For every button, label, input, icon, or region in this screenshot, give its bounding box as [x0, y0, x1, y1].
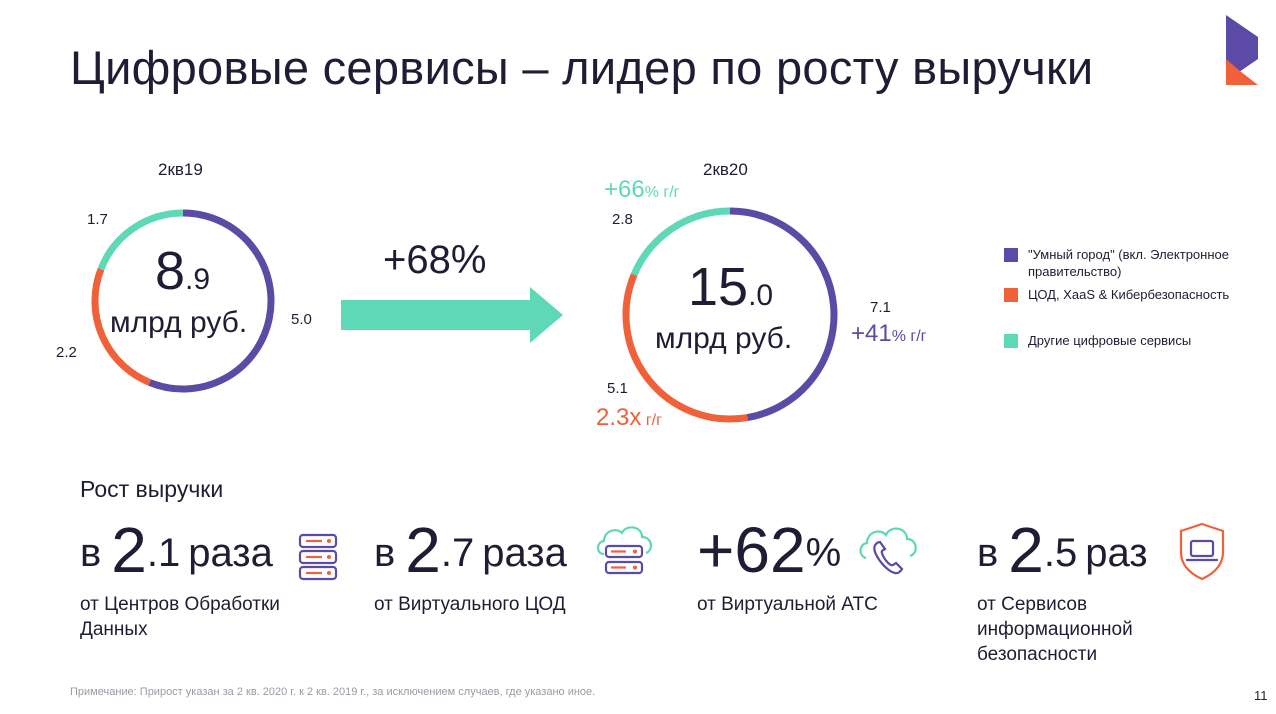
- stat-description: от Виртуальной АТС: [697, 594, 878, 615]
- stat-prefix: в: [374, 531, 396, 575]
- total-int: 15: [688, 257, 749, 317]
- server-icon: [298, 533, 338, 581]
- growth-smart-city: +41% г/г: [851, 320, 927, 348]
- legend-swatch-teal: [1004, 334, 1018, 348]
- growth-arrow-label: +68%: [383, 238, 487, 282]
- stat-decimal: %: [805, 531, 842, 575]
- legend-item-dc: ЦОД, XaaS & Кибербезопасность: [1004, 286, 1244, 303]
- donut-slice-dc: [622, 273, 748, 423]
- stat-prefix: в: [977, 531, 999, 575]
- stat-decimal: .1: [146, 531, 181, 575]
- slice-label-dc-2q20: 5.1: [607, 380, 628, 397]
- growth-smart-city-unit: % г/г: [891, 328, 927, 345]
- slice-label-smart-city-2q20: 7.1: [870, 299, 891, 316]
- growth-other-unit: % г/г: [644, 184, 680, 201]
- donut-slice-dc: [91, 267, 152, 386]
- cloud-server-icon: [596, 526, 652, 575]
- legend-label: Другие цифровые сервисы: [1028, 333, 1192, 348]
- stat-suffix: раза: [482, 531, 567, 575]
- donut-slice-smart-city: [729, 207, 838, 421]
- growth-dc-unit: г/г: [641, 412, 662, 429]
- cloud-phone-icon: [859, 527, 917, 575]
- stat-suffix: раз: [1085, 531, 1148, 575]
- legend-swatch-purple: [1004, 248, 1018, 262]
- shield-laptop-icon: [1179, 522, 1225, 581]
- legend-label: "Умный город" (вкл. Электронное правител…: [1028, 247, 1229, 279]
- footnote: Примечание: Прирост указан за 2 кв. 2020…: [70, 686, 596, 698]
- legend-item-smart-city: "Умный город" (вкл. Электронное правител…: [1004, 246, 1244, 280]
- company-logo: [1226, 15, 1258, 85]
- stat-number: 2: [111, 514, 147, 586]
- page-number: 11: [1254, 688, 1268, 703]
- growth-smart-city-value: +41: [851, 320, 892, 347]
- stat-prefix: в: [80, 531, 102, 575]
- growth-other-value: +66: [604, 176, 645, 203]
- stat-decimal: .7: [440, 531, 475, 575]
- slice-label-other-2q20: 2.8: [612, 211, 633, 228]
- unit-2q20: млрд руб.: [655, 322, 793, 355]
- stat-decimal: .5: [1043, 531, 1078, 575]
- stat-virtual-dc: в 2.7 раза от Виртуального ЦОД: [374, 518, 674, 617]
- donut-2q20: [622, 207, 838, 423]
- growth-dc: 2.3x г/г: [596, 404, 662, 432]
- donut-slice-other: [97, 209, 184, 271]
- donut-slice-other: [630, 207, 731, 277]
- period-label-2q20: 2кв20: [703, 160, 748, 179]
- slice-label-smart-city-2q19: 5.0: [291, 311, 312, 328]
- slice-label-dc-2q19: 2.2: [56, 344, 77, 361]
- total-dec: .9: [185, 263, 211, 296]
- stat-description: от Виртуального ЦОД: [374, 594, 566, 615]
- stat-virtual-pbx: +62% от Виртуальной АТС: [697, 518, 937, 617]
- legend-swatch-orange: [1004, 288, 1018, 302]
- growth-dc-value: 2.3x: [596, 404, 642, 431]
- stat-infosec: в 2.5 раз от Сервисов информационной без…: [977, 518, 1227, 667]
- total-2q20: 15.0: [688, 256, 773, 318]
- period-label-2q19: 2кв19: [158, 160, 203, 179]
- unit-2q19: млрд руб.: [110, 306, 248, 339]
- growth-other: +66% г/г: [604, 176, 680, 204]
- donut-2q19: [91, 209, 275, 393]
- legend-item-other: Другие цифровые сервисы: [1004, 332, 1244, 349]
- total-dec: .0: [748, 279, 774, 312]
- total-2q19: 8.9: [155, 240, 210, 302]
- stat-suffix: раза: [188, 531, 273, 575]
- page-title: Цифровые сервисы – лидер по росту выручк…: [70, 41, 1094, 94]
- slice-label-other-2q19: 1.7: [87, 211, 108, 228]
- legend-label: ЦОД, XaaS & Кибербезопасность: [1028, 287, 1230, 302]
- stat-number: 2: [405, 514, 441, 586]
- total-int: 8: [155, 241, 186, 301]
- growth-arrow: [341, 287, 563, 343]
- stat-number: +62: [697, 514, 806, 586]
- growth-heading: Рост выручки: [80, 476, 224, 502]
- stat-description: от Центров Обработки Данных: [80, 594, 280, 640]
- stat-description: от Сервисов информационной безопасности: [977, 594, 1133, 665]
- stat-data-centers: в 2.1 раза от Центров Обработки Данных: [80, 518, 360, 642]
- stat-number: 2: [1008, 514, 1044, 586]
- donut-slice-smart-city: [148, 209, 275, 393]
